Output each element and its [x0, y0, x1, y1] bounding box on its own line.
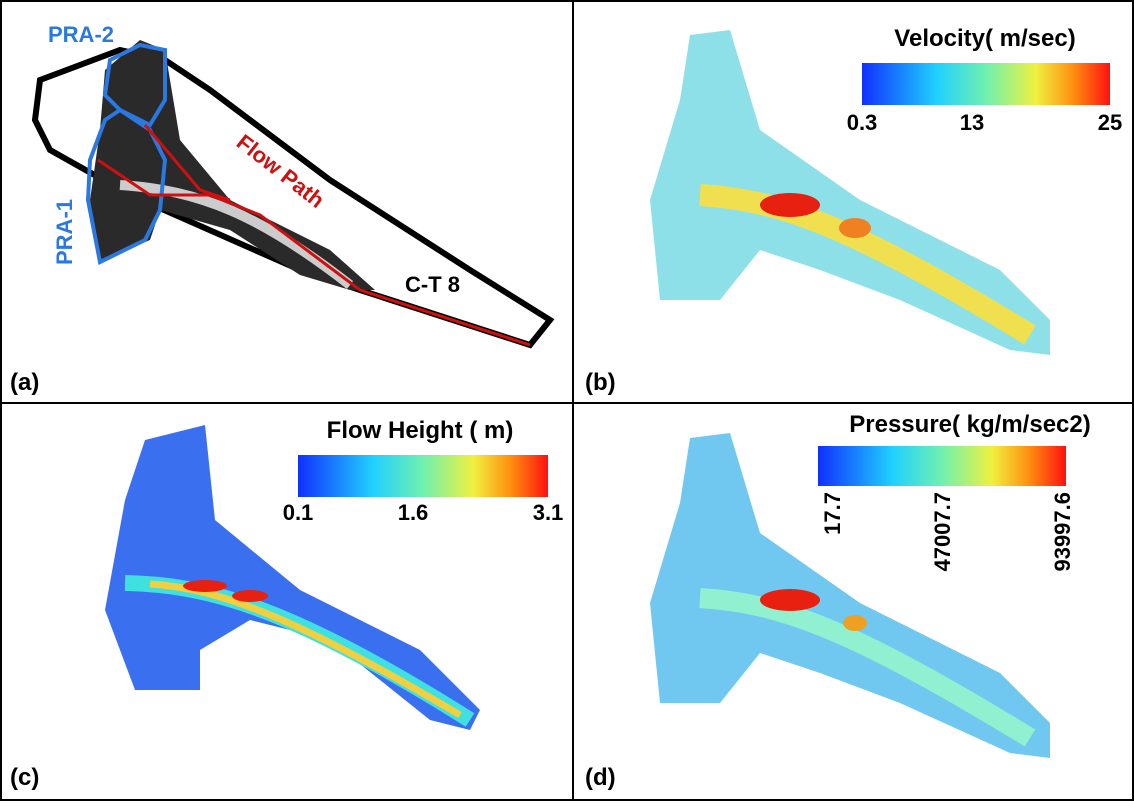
- legend-title: Flow Height ( m): [327, 417, 514, 444]
- panel-label: (a): [10, 369, 39, 396]
- colorbar: [818, 446, 1066, 486]
- pra1-label: PRA-1: [52, 199, 77, 265]
- hotspot: [760, 193, 820, 217]
- colorbar-tick: 3.1: [533, 500, 564, 525]
- colorbar-tick: 47007.7: [930, 492, 955, 572]
- colorbar-tick: 1.6: [398, 500, 429, 525]
- hotspot: [232, 590, 268, 602]
- hotspot: [760, 589, 820, 611]
- colorbar: [862, 63, 1110, 105]
- colorbar-tick: 0.3: [847, 110, 878, 135]
- legend-title: Velocity( m/sec): [894, 25, 1075, 52]
- panel-label: (b): [585, 369, 616, 396]
- colorbar-tick: 93997.6: [1050, 492, 1075, 572]
- hotspot: [183, 580, 227, 592]
- colorbar: [298, 455, 548, 497]
- colorbar-tick: 0.1: [283, 500, 314, 525]
- panel-label: (c): [10, 764, 39, 791]
- panel-label: (d): [585, 764, 616, 791]
- colorbar-tick: 17.7: [820, 492, 845, 535]
- ct-label: C-T 8: [405, 272, 460, 297]
- hotspot: [839, 218, 871, 238]
- colorbar-tick: 25: [1098, 110, 1122, 135]
- hotspot: [843, 615, 867, 631]
- colorbar-tick: 13: [960, 110, 984, 135]
- pra2-label: PRA-2: [48, 22, 114, 47]
- figure: PRA-2 PRA-1 Flow Path C-T 8 (a) Velocity…: [0, 0, 1134, 801]
- legend-title: Pressure( kg/m/sec2): [849, 411, 1090, 438]
